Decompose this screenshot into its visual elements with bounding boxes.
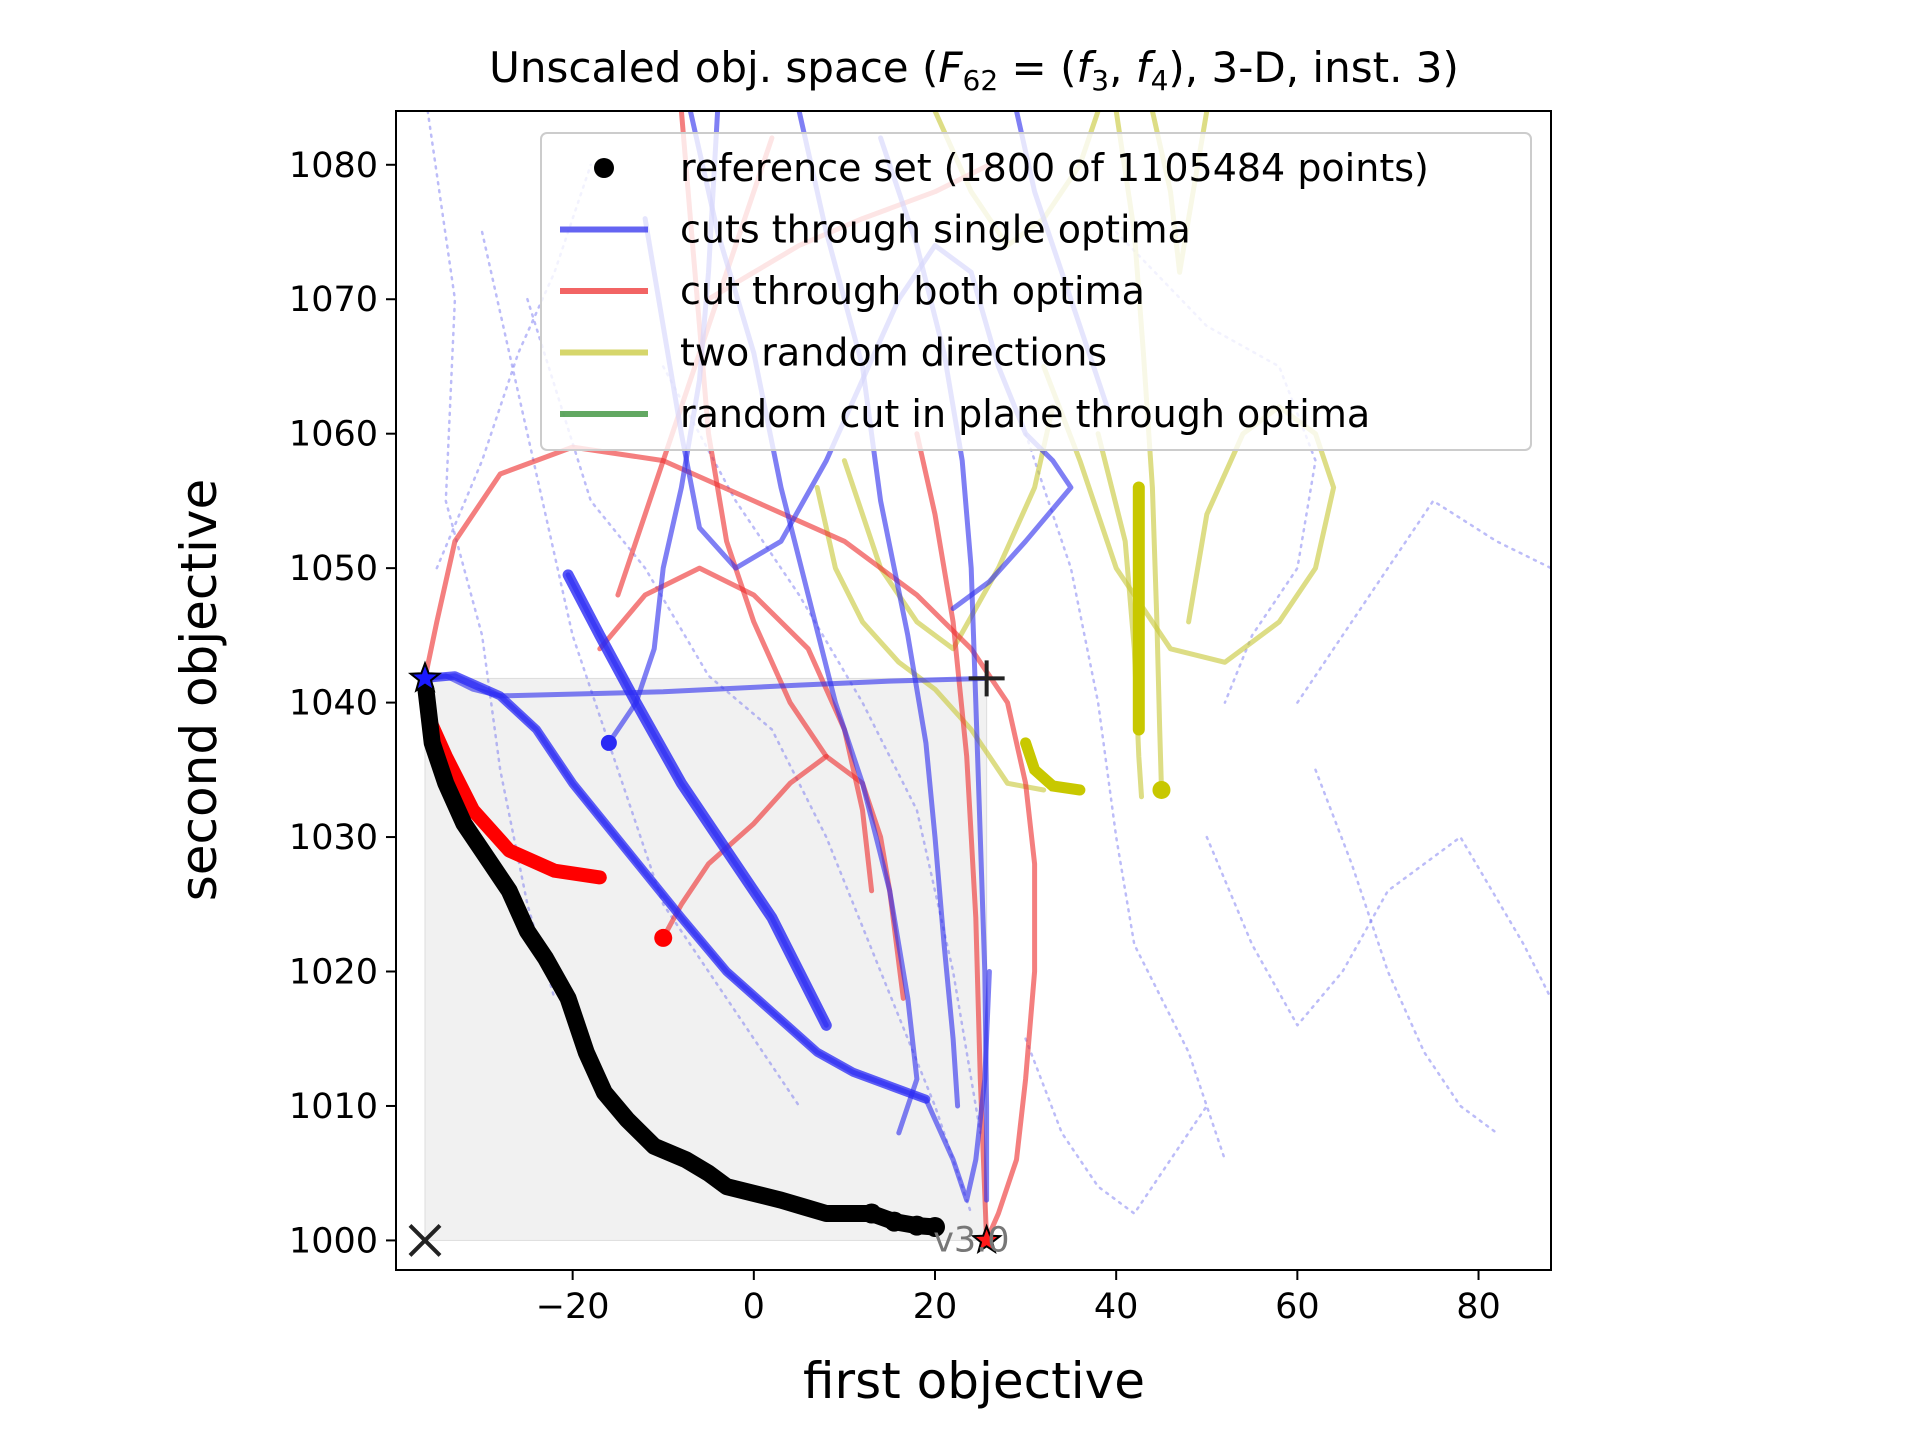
- legend-box: [540, 132, 1532, 451]
- legend-label: cuts through single optima: [680, 208, 1191, 252]
- y-tick-label: 1010: [289, 1087, 378, 1127]
- cut-endpoint: [600, 734, 617, 751]
- legend-label: two random directions: [680, 331, 1107, 375]
- legend-label: random cut in plane through optima: [680, 392, 1370, 436]
- dotted-cut-line: [1296, 499, 1551, 704]
- y-tick-label: 1020: [289, 953, 378, 993]
- x-tick-label: 20: [913, 1287, 958, 1327]
- dotted-cut-line: [1024, 432, 1227, 1161]
- both-optima-cut-line: [914, 431, 990, 1243]
- dotted-cut-line: [1205, 835, 1551, 1027]
- legend-label: reference set (1800 of 1105484 points): [680, 146, 1429, 190]
- y-axis-title: second objective: [170, 479, 228, 902]
- reference-set-front: [417, 680, 944, 1236]
- reference-set-point: [861, 1203, 882, 1224]
- dotted-cut-line: [1024, 1037, 1209, 1215]
- optimum-1-star: [407, 660, 443, 693]
- cut-endpoint: [654, 928, 673, 947]
- y-tick-label: 1050: [289, 549, 378, 589]
- reference-set-point: [925, 1216, 945, 1237]
- both-optima-cut-line: [422, 444, 1038, 1243]
- reference-set-layer: [417, 680, 945, 1237]
- dotted-cut-line: [1314, 768, 1498, 1135]
- special-markers-layer: v3.0: [407, 660, 1010, 1260]
- dotted-cut-line: [480, 230, 801, 1108]
- legend-label: cut through both optima: [680, 269, 1145, 313]
- axis-ticks-layer: −20 0 20 40 60 80 1000 1010 1020 1030 1040 1050 1060…: [289, 146, 1501, 1327]
- x-axis-title: first objective: [803, 1352, 1145, 1410]
- y-tick-label: 1080: [289, 146, 378, 186]
- single-optima-cut-front: [420, 671, 931, 1104]
- optimum-2-star: [970, 1223, 1003, 1254]
- y-tick-label: 1000: [289, 1221, 378, 1261]
- version-label: v3.0: [933, 1220, 1009, 1260]
- random-directions-front: [1020, 737, 1086, 796]
- dominated-region: [424, 677, 988, 1241]
- dotted-cut-line: [661, 365, 982, 1135]
- x-tick-label: −20: [536, 1287, 610, 1327]
- y-tick-label: 1040: [289, 684, 378, 724]
- plot-frame: [395, 110, 1552, 1271]
- dotted-cuts-layer: [426, 111, 1551, 1215]
- cut-endpoint: [1152, 780, 1171, 799]
- legend: reference set (1800 of 1105484 points) cu…: [540, 132, 1532, 451]
- reference-set-point: [906, 1215, 927, 1236]
- reference-set-point: [884, 1211, 905, 1232]
- chart-title: Unscaled obj. space (F62 = (f3, f4), 3-D…: [489, 43, 1459, 97]
- single-optima-cut-front: [562, 569, 832, 1031]
- y-tick-label: 1070: [289, 280, 378, 320]
- x-tick-label: 0: [743, 1287, 765, 1327]
- x-tick-label: 80: [1456, 1287, 1501, 1327]
- random-directions-line: [814, 485, 1047, 793]
- dominated-region-layer: [424, 677, 988, 1241]
- y-tick-label: 1030: [289, 818, 378, 858]
- y-tick-label: 1060: [289, 415, 378, 455]
- both-optima-cut-line: [597, 565, 875, 894]
- x-tick-label: 40: [1094, 1287, 1139, 1327]
- x-tick-label: 60: [1275, 1287, 1320, 1327]
- ideal-marker: [408, 1224, 442, 1257]
- dotted-cut-line: [526, 297, 973, 1215]
- legend-marker: [594, 158, 614, 178]
